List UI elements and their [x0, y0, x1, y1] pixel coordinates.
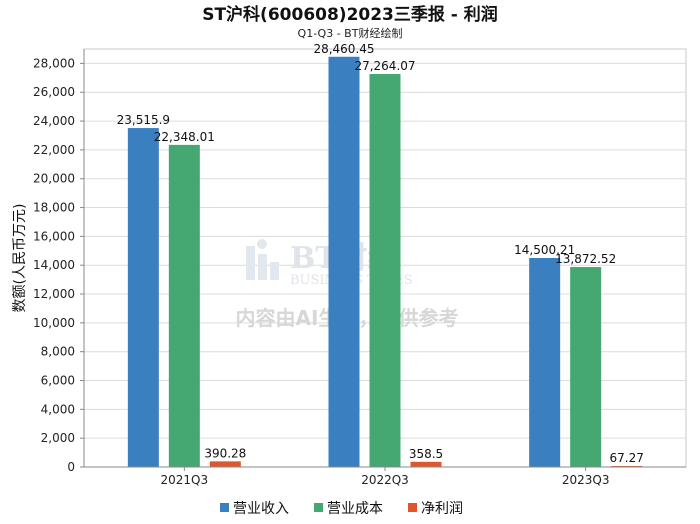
y-tick-label: 10,000 — [33, 316, 75, 330]
legend-swatch — [220, 503, 229, 512]
legend-label: 净利润 — [421, 501, 463, 517]
x-tick-label: 2022Q3 — [361, 473, 409, 487]
y-tick-label: 20,000 — [33, 172, 75, 186]
x-axis-ticks: 2021Q3 2022Q3 2023Q3 — [161, 467, 610, 487]
legend-label: 营业成本 — [327, 501, 383, 517]
bars — [127, 56, 643, 468]
bar-营业成本-2022Q3 — [369, 74, 401, 468]
legend-swatch — [314, 503, 323, 512]
y-tick-label: 8,000 — [41, 345, 75, 359]
y-tick-label: 24,000 — [33, 114, 75, 128]
data-label: 28,460.45 — [313, 42, 374, 56]
y-tick-label: 26,000 — [33, 85, 75, 99]
y-tick-label: 28,000 — [33, 56, 75, 70]
y-axis-label: 数额(人民币万元) — [12, 204, 28, 313]
bar-净利润-2021Q3 — [209, 461, 241, 467]
data-labels: 23,515.9 22,348.01 390.28 28,460.45 27,264.0… — [117, 42, 644, 465]
x-tick-label: 2021Q3 — [161, 473, 209, 487]
legend-swatch — [408, 503, 417, 512]
y-tick-label: 6,000 — [41, 374, 75, 388]
data-label: 23,515.9 — [117, 113, 170, 127]
y-tick-label: 4,000 — [41, 402, 75, 416]
data-label: 13,872.52 — [555, 252, 616, 266]
chart-subtitle: Q1-Q3 - BT财经绘制 — [298, 26, 403, 40]
bar-营业收入-2022Q3 — [328, 56, 360, 467]
y-tick-label: 18,000 — [33, 201, 75, 215]
bar-营业收入-2021Q3 — [127, 128, 159, 467]
watermark-logo-icon — [246, 239, 279, 280]
y-tick-label: 12,000 — [33, 287, 75, 301]
y-axis-ticks: 0 2,000 4,000 6,000 8,000 10,000 12,000 14,000 1… — [33, 56, 84, 474]
y-tick-label: 0 — [67, 460, 75, 474]
bar-营业成本-2023Q3 — [570, 267, 602, 467]
bar-营业成本-2021Q3 — [168, 144, 200, 467]
data-label: 67.27 — [609, 451, 643, 465]
y-tick-label: 2,000 — [41, 431, 75, 445]
data-label: 358.5 — [409, 447, 443, 461]
data-label: 390.28 — [204, 446, 246, 460]
legend: 营业收入 营业成本 净利润 — [220, 501, 463, 517]
legend-label: 营业收入 — [233, 501, 289, 517]
bar-营业收入-2023Q3 — [529, 257, 561, 467]
data-label: 27,264.07 — [354, 59, 415, 73]
x-tick-label: 2023Q3 — [562, 473, 610, 487]
chart-title: ST沪科(600608)2023三季报 - 利润 — [202, 4, 498, 25]
y-tick-label: 14,000 — [33, 258, 75, 272]
y-tick-label: 16,000 — [33, 229, 75, 243]
y-tick-label: 22,000 — [33, 143, 75, 157]
data-label: 14,500.21 — [514, 243, 575, 257]
data-label: 22,348.01 — [154, 130, 215, 144]
bar-净利润-2022Q3 — [410, 461, 442, 467]
